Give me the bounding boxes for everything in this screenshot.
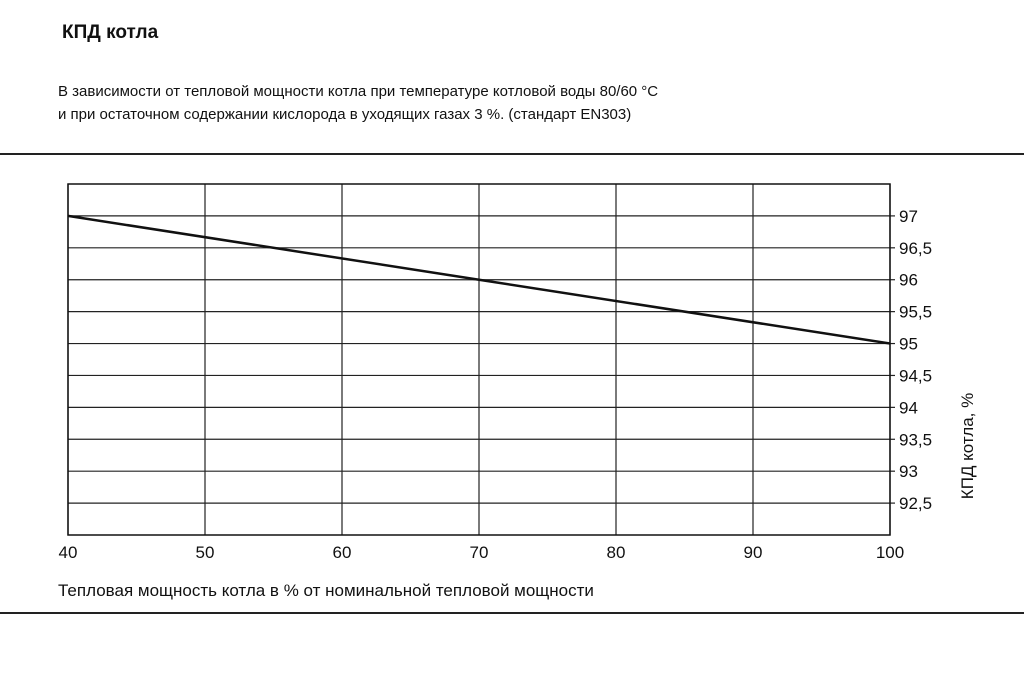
y-tick-label-4: 94,5 [899, 366, 932, 385]
subtitle-line-1: В зависимости от тепловой мощности котла… [58, 83, 659, 100]
x-tick-label-5: 90 [744, 543, 763, 562]
y-tick-label-0: 92,5 [899, 494, 932, 513]
y-tick-label-2: 93,5 [899, 430, 932, 449]
chart-title: КПД котла [62, 22, 159, 43]
y-tick-label-1: 93 [899, 462, 918, 481]
subtitle-line-2: и при остаточном содержании кислорода в … [58, 106, 632, 123]
x-tick-label-3: 70 [470, 543, 489, 562]
x-tick-label-6: 100 [876, 543, 904, 562]
bottom-divider [0, 612, 1024, 614]
y-tick-label-8: 96,5 [899, 239, 932, 258]
y-tick-label-3: 94 [899, 398, 918, 417]
grid [67, 184, 895, 535]
y-tick-label-7: 96 [899, 271, 918, 290]
y-axis-label: КПД котла, % [958, 393, 977, 499]
series-line-0 [67, 214, 891, 345]
y-tick-labels: 92,5 93 93,5 94 94,5 95 95,5 96 96,5 97 [899, 207, 932, 513]
x-axis-label: Тепловая мощность котла в % от номинальн… [58, 581, 594, 600]
x-tick-label-4: 80 [607, 543, 626, 562]
x-tick-label-0: 40 [59, 543, 78, 562]
plot-frame [67, 183, 891, 536]
y-tick-label-6: 95,5 [899, 303, 932, 322]
series-layer [67, 214, 891, 345]
y-tick-label-5: 95 [899, 335, 918, 354]
x-tick-label-1: 50 [196, 543, 215, 562]
top-divider [0, 153, 1024, 155]
x-tick-label-2: 60 [333, 543, 352, 562]
chart-subtitle: В зависимости от тепловой мощности котла… [58, 80, 658, 126]
y-tick-label-9: 97 [899, 207, 918, 226]
x-tick-labels: 40 50 60 70 80 90 100 [59, 543, 905, 562]
